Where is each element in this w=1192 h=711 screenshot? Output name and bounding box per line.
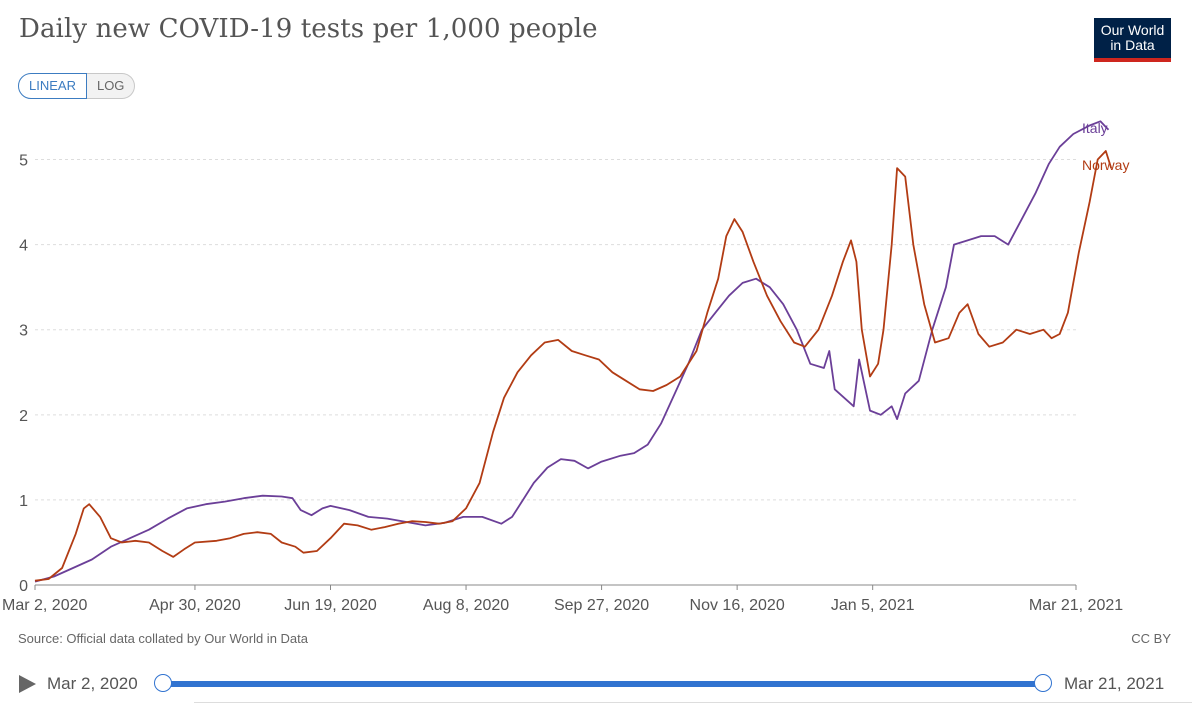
timeline-range-track[interactable]: [163, 681, 1043, 687]
series-line-norway: [34, 150, 1113, 582]
x-tick-label: Mar 21, 2021: [1029, 597, 1123, 614]
y-tick-label: 4: [19, 238, 28, 255]
bottom-tab-bar: [194, 702, 1192, 711]
series-label-norway: Norway: [1082, 157, 1129, 173]
series-labels: Italy Norway: [1082, 120, 1129, 173]
timeline-start-handle[interactable]: [154, 674, 172, 692]
y-tick-label: 5: [19, 153, 28, 170]
linear-scale-button[interactable]: LINEAR: [18, 73, 87, 99]
y-tick-label: 2: [19, 408, 28, 425]
y-tick-label: 1: [19, 493, 28, 510]
y-axis-ticks: 0 1 2 3 4 5: [19, 153, 28, 595]
x-tick-label: Jun 19, 2020: [284, 597, 377, 614]
timeline-start-date: Mar 2, 2020: [47, 674, 138, 693]
line-chart: 0 1 2 3 4 5 Mar 2, 2020 Apr 30, 2020 Jun 19, 20…: [2, 120, 1129, 614]
x-tick-label: Mar 2, 2020: [2, 597, 87, 614]
x-tick-label: Aug 8, 2020: [423, 597, 509, 614]
y-tick-label: 0: [19, 578, 28, 595]
chart-title: Daily new COVID-19 tests per 1,000 peopl…: [19, 14, 598, 44]
logo-line-1: Our World: [1100, 22, 1165, 38]
series-label-italy: Italy: [1082, 120, 1108, 136]
owid-logo[interactable]: Our World in Data: [1094, 18, 1171, 62]
timeline-end-date: Mar 21, 2021: [1064, 674, 1165, 693]
source-note: Source: Official data collated by Our Wo…: [18, 631, 308, 646]
play-icon[interactable]: [19, 675, 36, 693]
gridlines: [35, 159, 1076, 586]
logo-line-2: in Data: [1110, 37, 1155, 53]
series-lines: [34, 120, 1113, 583]
x-tick-label: Jan 5, 2021: [831, 597, 915, 614]
scale-toggle: LINEAR LOG: [18, 73, 136, 99]
log-scale-button[interactable]: LOG: [86, 73, 136, 99]
license-link[interactable]: CC BY: [1131, 631, 1171, 646]
timeline-end-handle[interactable]: [1034, 674, 1052, 692]
x-axis: Mar 2, 2020 Apr 30, 2020 Jun 19, 2020 Aug 8…: [2, 585, 1123, 614]
x-tick-label: Apr 30, 2020: [149, 597, 241, 614]
logo-accent-bar: [1094, 58, 1171, 62]
series-line-italy: [34, 120, 1110, 583]
x-tick-label: Sep 27, 2020: [554, 597, 649, 614]
x-tick-label: Nov 16, 2020: [690, 597, 785, 614]
y-tick-label: 3: [19, 323, 28, 340]
